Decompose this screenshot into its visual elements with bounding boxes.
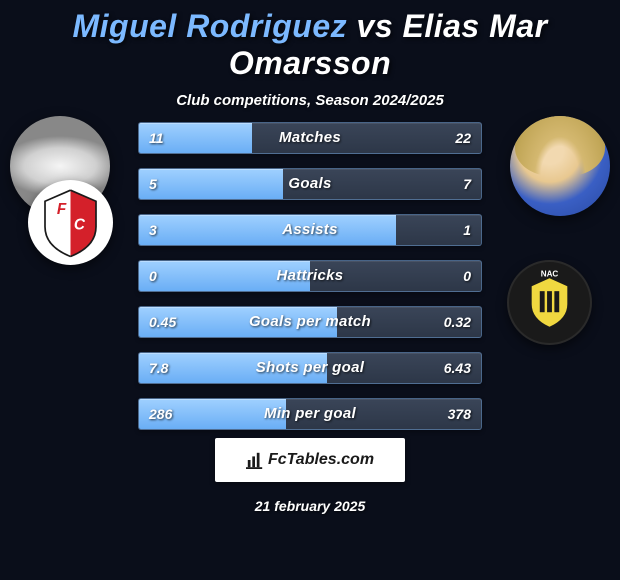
stat-label: Assists (139, 215, 481, 245)
brand-box[interactable]: FcTables.com (215, 438, 405, 482)
stats-bars: 1122Matches 57Goals 31Assists 00Hattricks 0.… (138, 122, 482, 444)
stat-row-min-per-goal: 286378Min per goal (138, 398, 482, 430)
stat-row-hattricks: 00Hattricks (138, 260, 482, 292)
stat-label: Hattricks (139, 261, 481, 291)
stat-label: Min per goal (139, 399, 481, 429)
snapshot-date: 21 february 2025 (0, 498, 620, 514)
stat-label: Goals per match (139, 307, 481, 337)
stat-row-goals: 57Goals (138, 168, 482, 200)
season-subtitle: Club competitions, Season 2024/2025 (0, 92, 620, 109)
bar-chart-icon (246, 451, 264, 469)
stat-label: Matches (139, 123, 481, 153)
stat-row-shots-per-goal: 7.86.43Shots per goal (138, 352, 482, 384)
svg-text:NAC: NAC (541, 270, 559, 279)
player-right-avatar (510, 116, 610, 216)
stat-row-assists: 31Assists (138, 214, 482, 246)
stat-row-goals-per-match: 0.450.32Goals per match (138, 306, 482, 338)
stat-label: Goals (139, 169, 481, 199)
player-left-name: Miguel Rodriguez (72, 8, 347, 44)
utrecht-crest-icon: F C (28, 180, 113, 265)
stat-label: Shots per goal (139, 353, 481, 383)
vs-separator: vs (357, 8, 394, 44)
brand-text: FcTables.com (268, 451, 374, 469)
stat-row-matches: 1122Matches (138, 122, 482, 154)
svg-text:F: F (57, 201, 67, 218)
svg-text:C: C (74, 216, 86, 233)
nac-crest-icon: NAC (509, 262, 590, 343)
club-crest-right: NAC (507, 260, 592, 345)
club-crest-left: F C (28, 180, 113, 265)
comparison-title: Miguel Rodriguez vs Elias Mar Omarsson (0, 0, 620, 82)
